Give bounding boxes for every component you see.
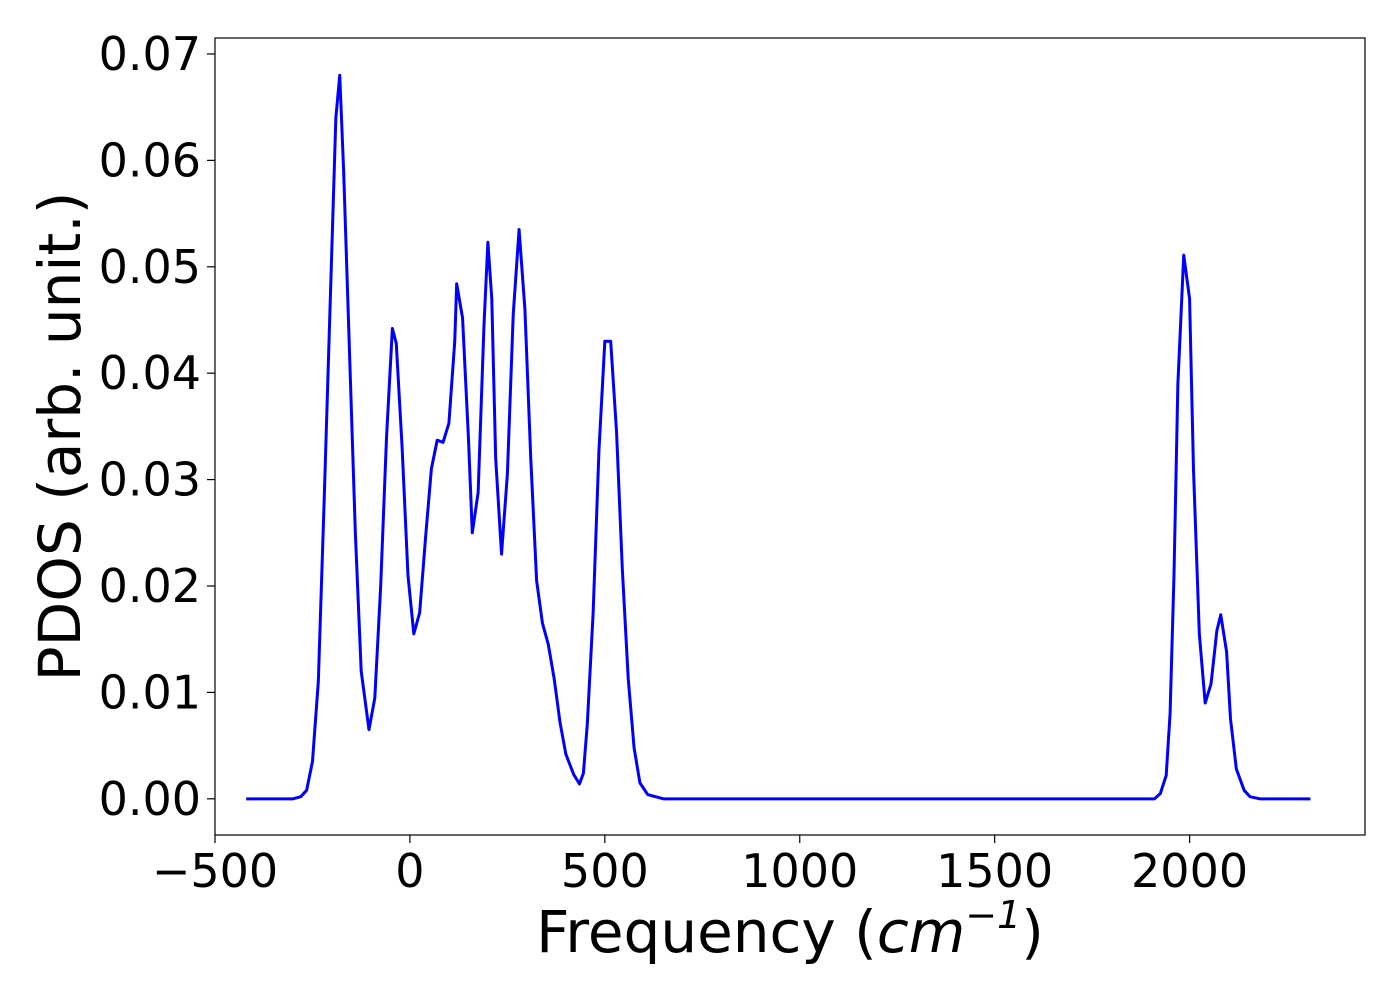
y-tick-label: 0.03 xyxy=(99,453,201,507)
x-axis-ticks: −500 0 500 1000 1500 2000 xyxy=(152,835,1248,898)
y-tick-label: 0.05 xyxy=(99,240,201,294)
plot-frame xyxy=(214,37,1366,836)
plot-area xyxy=(246,73,1311,801)
x-axis-label-prefix: Frequency ( xyxy=(536,898,877,966)
y-tick-label: 0.01 xyxy=(99,665,201,719)
y-tick-label: 0.04 xyxy=(99,346,201,400)
y-tick-label: 0.00 xyxy=(99,772,201,826)
x-tick-label: 500 xyxy=(561,844,649,898)
x-tick-label: −500 xyxy=(152,844,278,898)
x-axis-label: Frequency (cm−1) xyxy=(536,893,1044,966)
y-tick-label: 0.07 xyxy=(99,27,201,81)
x-axis-label-exponent: −1 xyxy=(965,893,1021,937)
x-tick-label: 1000 xyxy=(741,844,858,898)
x-tick-label: 2000 xyxy=(1131,844,1248,898)
y-axis-ticks: 0.00 0.01 0.02 0.03 0.04 0.05 0.06 0.07 xyxy=(99,27,215,826)
x-axis-label-suffix: ) xyxy=(1021,898,1044,966)
y-tick-label: 0.02 xyxy=(99,559,201,613)
x-tick-label: 0 xyxy=(395,844,424,898)
y-tick-label: 0.06 xyxy=(99,133,201,187)
x-axis-label-unit: cm xyxy=(877,898,965,966)
y-axis-label: PDOS (arb. unit.) xyxy=(26,192,94,682)
x-tick-label: 1500 xyxy=(936,844,1053,898)
series-line-0 xyxy=(246,73,1311,801)
